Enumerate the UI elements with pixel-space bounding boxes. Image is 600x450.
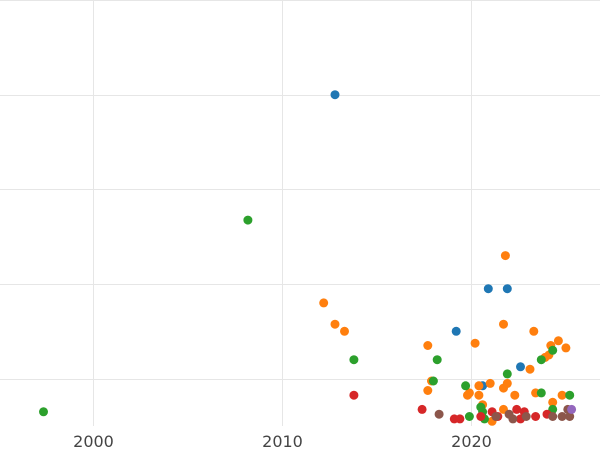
- data-point-orange[interactable]: [525, 364, 535, 374]
- data-point-orange[interactable]: [561, 343, 571, 353]
- data-point-green[interactable]: [349, 355, 359, 365]
- data-point-orange[interactable]: [500, 251, 510, 261]
- series-green: [39, 215, 575, 424]
- data-point-blue[interactable]: [330, 90, 340, 100]
- data-point-brown[interactable]: [557, 412, 567, 421]
- data-point-orange[interactable]: [423, 386, 433, 395]
- data-point-orange[interactable]: [474, 381, 484, 391]
- data-point-green[interactable]: [502, 369, 512, 379]
- data-point-orange[interactable]: [557, 390, 567, 400]
- x-tick-label: 2010: [262, 432, 303, 450]
- x-tick-label: 2020: [451, 432, 492, 450]
- data-point-green[interactable]: [461, 381, 471, 391]
- data-point-brown[interactable]: [491, 412, 501, 421]
- data-point-green[interactable]: [536, 355, 546, 365]
- data-point-red[interactable]: [476, 412, 486, 421]
- data-point-green[interactable]: [464, 412, 474, 421]
- data-point-green[interactable]: [565, 390, 575, 400]
- data-point-brown[interactable]: [508, 414, 518, 424]
- series-red: [349, 390, 552, 424]
- data-point-orange[interactable]: [319, 298, 329, 308]
- data-point-blue[interactable]: [516, 362, 525, 372]
- data-point-green[interactable]: [432, 355, 442, 365]
- data-point-brown[interactable]: [434, 409, 444, 419]
- data-point-orange[interactable]: [502, 378, 512, 388]
- data-point-green[interactable]: [428, 376, 438, 386]
- data-point-red[interactable]: [455, 414, 465, 424]
- series-orange: [319, 251, 571, 426]
- data-point-orange[interactable]: [529, 326, 539, 336]
- x-tick-label: 2000: [73, 432, 114, 450]
- data-point-orange[interactable]: [485, 378, 495, 388]
- data-point-orange[interactable]: [510, 390, 520, 400]
- points-layer: [39, 90, 577, 426]
- series-purple: [567, 404, 577, 414]
- x-axis-ticks: 2000 2010 2020: [73, 432, 492, 450]
- data-point-orange[interactable]: [330, 319, 340, 329]
- data-point-blue[interactable]: [451, 326, 461, 336]
- data-point-orange[interactable]: [470, 338, 480, 348]
- data-point-orange[interactable]: [340, 326, 349, 336]
- data-point-brown[interactable]: [521, 412, 531, 421]
- data-point-blue[interactable]: [502, 284, 512, 294]
- data-point-purple[interactable]: [567, 404, 577, 414]
- grid-layer: [0, 0, 600, 426]
- data-point-red[interactable]: [417, 404, 427, 414]
- data-point-orange[interactable]: [423, 341, 433, 350]
- data-point-orange[interactable]: [548, 397, 558, 407]
- data-point-red[interactable]: [512, 404, 522, 414]
- data-point-brown[interactable]: [565, 412, 575, 421]
- data-point-orange[interactable]: [474, 390, 484, 400]
- data-point-red[interactable]: [349, 390, 359, 400]
- data-point-brown[interactable]: [548, 412, 558, 421]
- data-point-red[interactable]: [531, 412, 541, 421]
- data-point-blue[interactable]: [483, 284, 493, 294]
- data-point-orange[interactable]: [553, 336, 563, 346]
- data-point-orange[interactable]: [464, 388, 474, 398]
- data-point-orange[interactable]: [499, 319, 508, 329]
- data-point-green[interactable]: [39, 407, 48, 417]
- data-point-green[interactable]: [536, 388, 546, 398]
- data-point-green[interactable]: [243, 215, 253, 225]
- data-point-green[interactable]: [548, 345, 558, 355]
